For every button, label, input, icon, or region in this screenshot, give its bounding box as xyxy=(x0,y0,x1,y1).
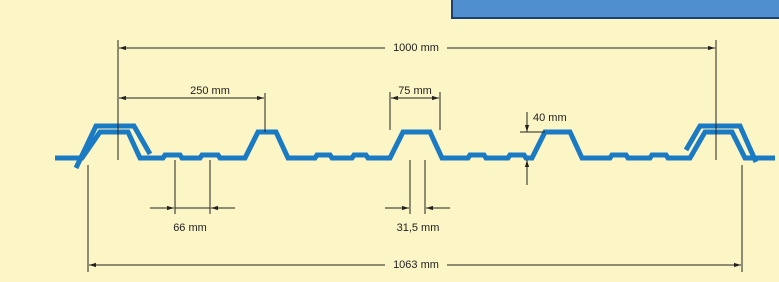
dim-label: 31,5 mm xyxy=(397,222,440,234)
dim-label: 1000 mm xyxy=(393,42,439,54)
page: 1000 mm 250 mm 75 mm 40 mm 66 mm 31,5 mm… xyxy=(0,0,779,277)
dim-label: 66 mm xyxy=(173,222,207,234)
diagram: 1000 mm 250 mm 75 mm 40 mm 66 mm 31,5 mm… xyxy=(0,0,779,277)
photo-strip xyxy=(452,0,779,18)
dim-label: 75 mm xyxy=(398,85,432,97)
dim-label: 250 mm xyxy=(190,85,230,97)
dim-label: 40 mm xyxy=(533,112,567,124)
dim-label: 1063 mm xyxy=(393,259,439,271)
